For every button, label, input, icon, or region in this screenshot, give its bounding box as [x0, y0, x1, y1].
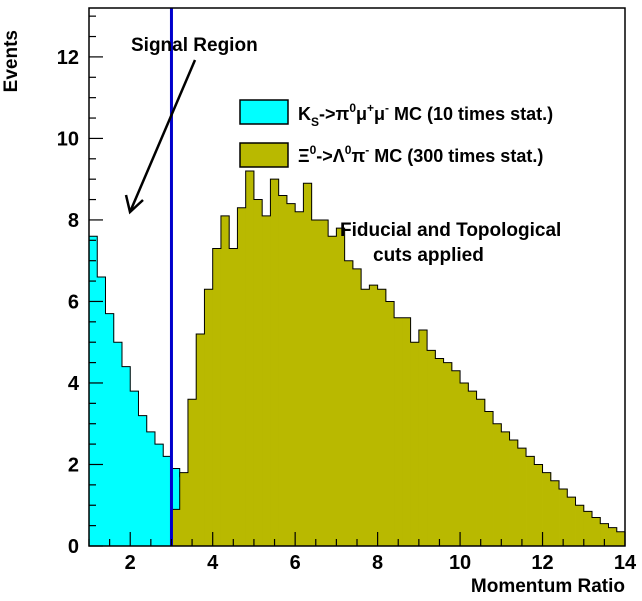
xi-bin-bar	[278, 195, 288, 546]
xi-bin-bar	[369, 285, 379, 546]
xi-bin-bar	[592, 517, 601, 546]
xi-bin-bar	[352, 268, 362, 546]
xi-bin-bar	[542, 472, 552, 546]
xi-bin-bar	[493, 423, 502, 546]
xi-bin-bar	[171, 509, 181, 546]
y-tick-label: 4	[68, 373, 80, 395]
xi-bin-bar	[583, 511, 593, 546]
xi-bin-bar	[550, 480, 560, 546]
ks-bin-bar	[105, 313, 115, 546]
y-tick-label: 12	[57, 47, 79, 69]
xi-bin-bar	[517, 448, 527, 546]
legend-swatch-xi	[239, 142, 289, 168]
xi-bin-bar	[484, 411, 494, 546]
xi-bin-bar	[394, 317, 403, 546]
xi-bin-bar	[311, 219, 321, 546]
y-tick-label: 0	[68, 536, 79, 558]
x-tick-label: 14	[614, 552, 637, 574]
xi-bin-bar	[245, 171, 255, 546]
xi-bin-bar	[196, 334, 205, 546]
ks-bin-bar	[97, 277, 106, 546]
xi-bin-bar	[460, 382, 469, 546]
xi-bin-bar	[534, 464, 543, 546]
y-axis: 0 2 4 6 8 10 12	[57, 15, 103, 558]
xi-bin-bar	[361, 289, 370, 546]
y-tick-label: 2	[68, 454, 79, 476]
xi-bin-bar	[526, 456, 535, 546]
x-tick-label: 2	[125, 552, 136, 574]
xi-bin-bar	[303, 183, 313, 546]
xi-bin-bar	[559, 488, 568, 546]
xi-bin-bar	[575, 505, 585, 546]
y-tick-label: 8	[68, 210, 79, 232]
y-tick-label: 6	[68, 291, 79, 313]
xi-bin-bar	[476, 399, 486, 546]
xi-bin-bar	[410, 342, 420, 546]
xi-bin-bar	[286, 203, 296, 547]
xi-bin-bar	[253, 199, 263, 546]
ks-bin-bar	[171, 468, 181, 546]
signal-region-arrow	[124, 59, 197, 215]
x-tick-label: 12	[531, 552, 553, 574]
x-axis-title: Momentum Ratio	[471, 576, 625, 597]
xi-bin-bar	[328, 236, 337, 546]
xi-bin-bar	[600, 523, 609, 546]
xi-bin-bar	[336, 228, 346, 546]
signal-region-label: Signal Region	[131, 35, 258, 56]
ks-bin-bar	[138, 415, 148, 546]
y-axis-title: Events	[1, 30, 22, 92]
xi-bin-bar	[229, 248, 238, 546]
xi-bin-bar	[418, 329, 428, 546]
xi-bin-bar	[237, 207, 247, 546]
legend-label-ks: KS->π0μ+μ- MC (10 times stat.)	[298, 101, 553, 129]
ks-bin-bar	[130, 391, 139, 546]
xi-bin-bar	[616, 531, 626, 546]
legend: KS->π0μ+μ- MC (10 times stat.) Ξ0->Λ0π- …	[239, 99, 553, 168]
xi-bin-bar	[220, 215, 230, 546]
xi-bin-bar	[509, 440, 519, 546]
cuts-label-line1: Fiducial and Topological	[340, 220, 561, 241]
ks-bin-bar	[89, 236, 98, 546]
xi-bin-bar	[427, 350, 436, 546]
ks-bin-bar	[146, 431, 156, 546]
xi-bin-bar	[567, 497, 576, 546]
xi-bin-bar	[262, 215, 271, 546]
xi-bin-bar	[443, 362, 453, 546]
xi-bin-bar	[187, 399, 197, 546]
xi-bin-bar	[402, 317, 411, 546]
xi-bin-bar	[468, 391, 477, 546]
xi-bin-bar	[270, 179, 280, 546]
xi-bin-bar	[344, 260, 354, 546]
x-tick-label: 6	[290, 552, 301, 574]
ks-bin-bar	[113, 342, 123, 546]
x-tick-label: 4	[207, 552, 219, 574]
cuts-label-line2: cuts applied	[373, 245, 484, 266]
xi-bin-bar	[385, 301, 395, 546]
xi-bin-bar	[212, 248, 222, 546]
x-axis: 2 4 6 8 10 12 14	[88, 532, 637, 574]
xi-bin-bar	[435, 358, 444, 546]
xi-histogram-outline	[163, 170, 625, 547]
xi-bin-bar	[295, 211, 304, 546]
ks-bin-bar	[154, 444, 164, 546]
xi-bin-bar	[451, 370, 461, 546]
xi-bin-bar	[319, 219, 329, 546]
xi-histogram-series	[163, 170, 626, 547]
ks-bin-bar	[121, 366, 131, 546]
xi-bin-bar	[608, 527, 618, 546]
xi-bin-bar	[377, 289, 387, 546]
ks-bin-bar	[163, 456, 172, 546]
legend-label-xi: Ξ0->Λ0π- MC (300 times stat.)	[298, 143, 543, 166]
x-tick-label: 8	[372, 552, 383, 574]
xi-bin-bar	[204, 289, 214, 546]
xi-bin-bar	[501, 431, 510, 546]
x-tick-label: 10	[449, 552, 471, 574]
y-tick-label: 10	[57, 128, 79, 150]
xi-bin-bar	[179, 472, 189, 546]
legend-swatch-ks	[239, 99, 289, 125]
